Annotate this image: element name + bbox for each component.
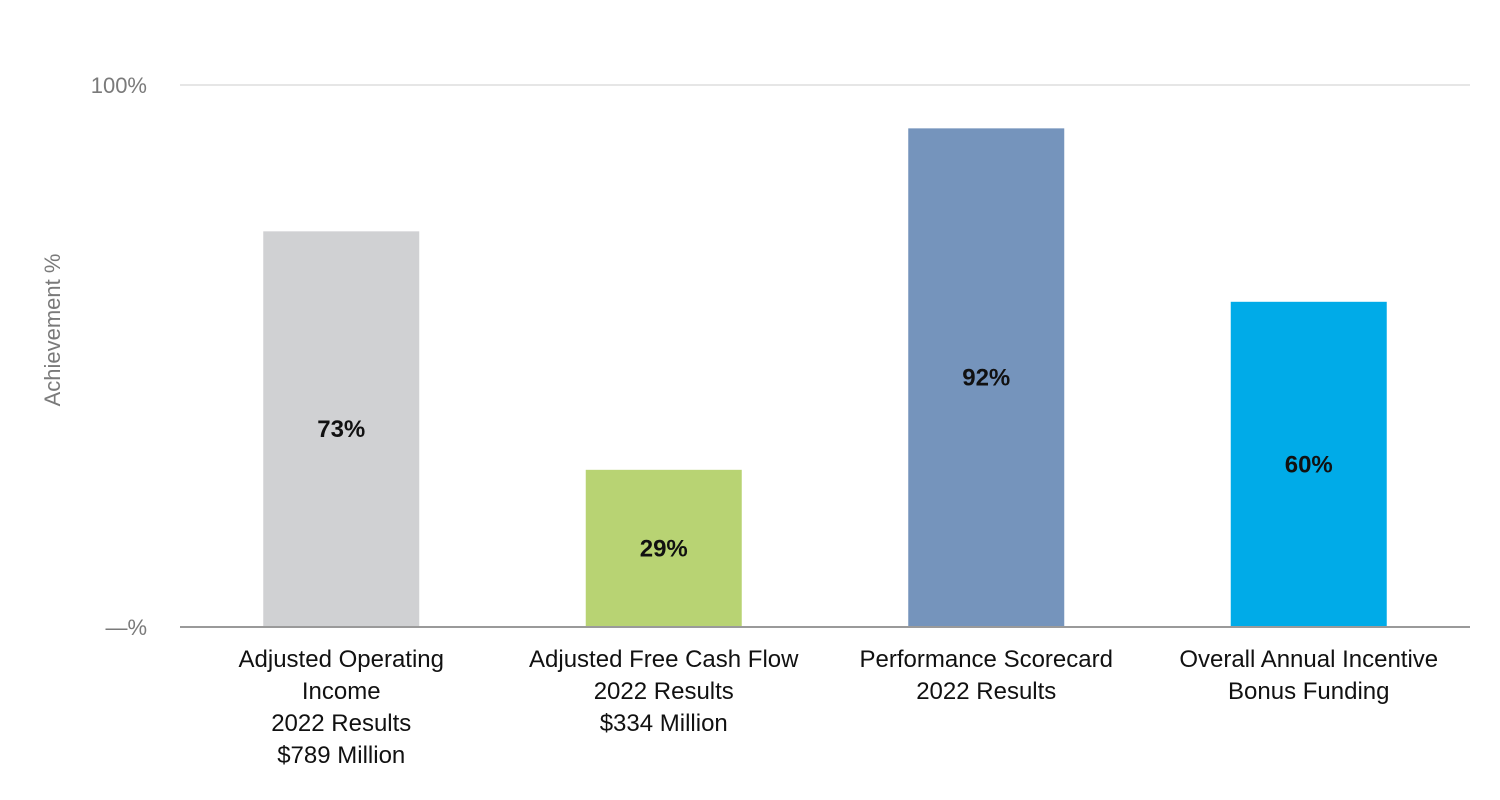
category-label-line: Performance Scorecard (860, 646, 1113, 673)
bar (908, 128, 1065, 628)
category-label-line: 2022 Results (271, 710, 411, 737)
bar (585, 469, 742, 627)
category-label: Performance Scorecard 2022 Results (860, 646, 1113, 705)
data-labels: 73% 29% 92% 60% (317, 365, 1333, 563)
category-label-line: Adjusted Free Cash Flow (529, 646, 799, 673)
data-label: 73% (317, 416, 365, 443)
data-label: 29% (640, 535, 688, 562)
category-label-line: 2022 Results (916, 678, 1056, 705)
bar (1230, 301, 1387, 627)
category-label-line: Bonus Funding (1228, 678, 1389, 705)
category-label-line: Adjusted Operating (239, 646, 444, 673)
data-label: 60% (1285, 451, 1333, 478)
bars (263, 128, 1387, 628)
category-label-line: $789 Million (277, 742, 405, 769)
category-label-line: Overall Annual Incentive (1179, 646, 1438, 673)
category-label: Adjusted Free Cash Flow 2022 Results $334 … (529, 646, 799, 737)
category-labels: Adjusted Operating Income 2022 Results $789… (239, 646, 1439, 769)
category-label: Overall Annual Incentive Bonus Funding (1179, 646, 1438, 705)
category-label: Adjusted Operating Income 2022 Results $789… (239, 646, 444, 769)
y-axis-title: Achievement % (40, 254, 65, 407)
y-tick-label: —% (105, 615, 147, 640)
category-label-line: Income (302, 678, 381, 705)
y-axis-ticks: —% 100% (91, 73, 147, 640)
category-label-line: 2022 Results (594, 678, 734, 705)
data-label: 92% (962, 365, 1010, 392)
bar (263, 231, 420, 627)
category-label-line: $334 Million (600, 710, 728, 737)
y-tick-label: 100% (91, 73, 147, 98)
